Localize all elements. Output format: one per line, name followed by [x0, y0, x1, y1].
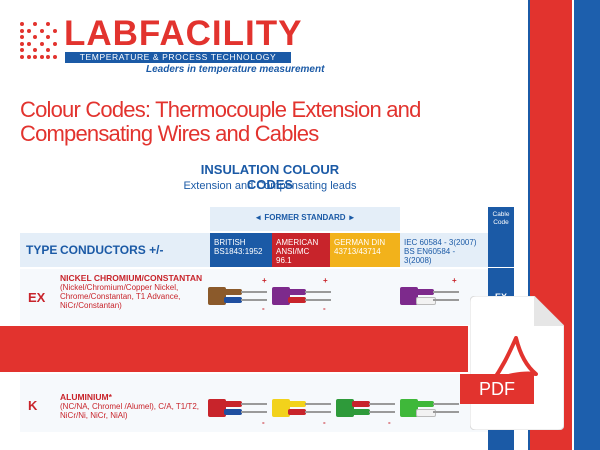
plus-sign: + [452, 276, 457, 285]
logo-dot [39, 28, 44, 33]
brand-subtitle: TEMPERATURE & PROCESS TECHNOLOGY [65, 52, 291, 63]
logo-dot [33, 54, 37, 59]
cable-german-k [336, 395, 396, 421]
logo-dot [52, 54, 57, 59]
logo-dot [52, 28, 57, 33]
logo-dot [39, 41, 44, 46]
logo-dot [26, 28, 31, 33]
minus-sign: - [262, 418, 265, 427]
logo-dot [46, 35, 50, 39]
row-type: EX [28, 290, 46, 305]
logo-dot [20, 22, 24, 26]
cable-american-ex [272, 283, 332, 309]
minus-sign: - [262, 304, 265, 313]
logo-dot [26, 54, 31, 59]
former-standard-label: ◄ FORMER STANDARD ► [254, 213, 356, 222]
logo-dot [20, 54, 24, 59]
plus-sign: + [262, 276, 267, 285]
logo-dot [20, 35, 24, 39]
logo-dot [20, 41, 24, 46]
brand-tagline: Leaders in temperature measurement [146, 64, 325, 75]
header-band [20, 233, 210, 267]
logo-dot [33, 22, 37, 26]
logo-dot [20, 48, 24, 52]
brand-name: LABFACILITY [64, 14, 303, 53]
cable-code-header: Cable Code [488, 207, 514, 267]
minus-sign: - [388, 418, 391, 427]
cable-iec-k [400, 395, 460, 421]
row-conductor-desc: (NC/NA, Chromel /Alumel), C/A, T1/T2, Ni… [60, 402, 199, 420]
std-iec: IEC 60584 - 3(2007) BS EN60584 - 3(2008) [400, 233, 488, 267]
logo-dot [33, 35, 37, 39]
logo-dot [52, 41, 57, 46]
side-strip-blue-right [574, 0, 600, 450]
col-type: TYPE [26, 243, 58, 257]
logo-dot [46, 48, 50, 52]
logo-dot [39, 54, 44, 59]
row-conductor-desc: (Nickel/Chromium/Copper Nickel, Chrome/C… [60, 283, 181, 310]
row-conductor-name: NICKEL CHROMIUM/CONSTANTAN [60, 273, 203, 283]
logo-dot [33, 48, 37, 52]
row-conductor-name: ALUMINIUM* [60, 392, 112, 402]
row-type: K [28, 398, 38, 413]
std-german: GERMAN DIN 43713/43714 [330, 233, 400, 267]
plus-sign: + [323, 276, 328, 285]
section-title: INSULATION COLOUR CODES [200, 162, 340, 192]
cable-iec-ex [400, 283, 460, 309]
logo-dot [46, 54, 50, 59]
pdf-file-icon[interactable] [470, 296, 564, 430]
page-title: Colour Codes: Thermocouple Extension and… [20, 97, 421, 146]
logo-mark [20, 22, 58, 60]
pdf-label[interactable]: PDF [460, 374, 534, 404]
former-standard-band [210, 207, 400, 231]
logo-dot [46, 22, 50, 26]
cable-british-k [208, 395, 268, 421]
overlay-band [0, 326, 468, 372]
std-british: BRITISH BS1843:1952 [210, 233, 272, 267]
cable-american-k [272, 395, 332, 421]
std-american: AMERICAN ANSI/MC 96.1 [272, 233, 330, 267]
cable-british-ex [208, 283, 268, 309]
section-subtitle: Extension and Compensating leads [183, 180, 357, 192]
minus-sign: - [323, 418, 326, 427]
col-conductors: CONDUCTORS +/- [60, 243, 164, 257]
minus-sign: - [323, 304, 326, 313]
logo-dot [26, 41, 31, 46]
logo-dot [20, 28, 24, 33]
